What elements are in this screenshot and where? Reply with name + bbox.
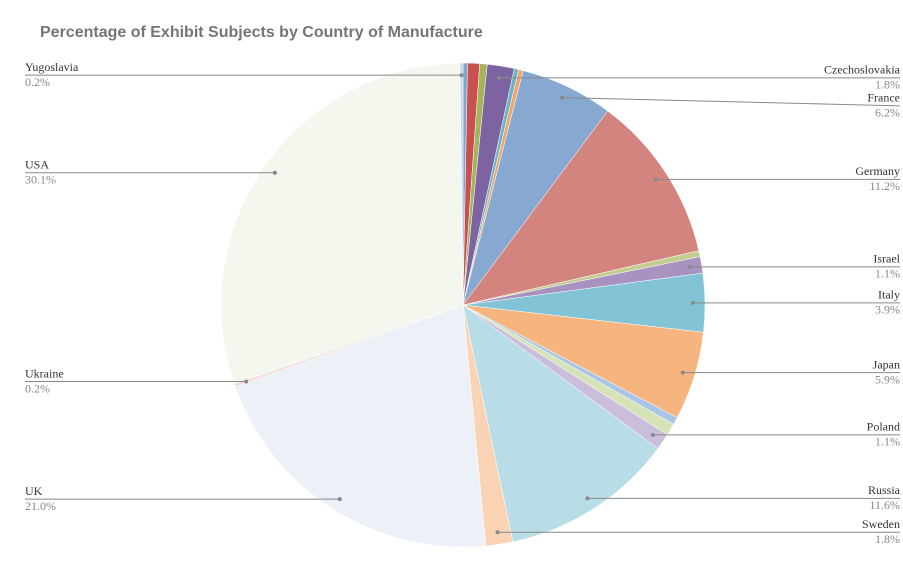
slice-value-label: 21.0%: [25, 499, 56, 513]
slice-label: Sweden: [862, 517, 900, 531]
slice-label: Czechoslovakia: [824, 63, 901, 77]
slice-label: USA: [25, 158, 49, 172]
leader-dot: [459, 73, 464, 78]
slice-value-label: 30.1%: [25, 173, 56, 187]
pie-slice: [220, 62, 464, 385]
leader-dot: [653, 177, 658, 182]
leader-dot: [496, 75, 501, 80]
slice-value-label: 11.6%: [869, 498, 900, 512]
slice-value-label: 1.8%: [875, 532, 900, 546]
slice-value-label: 1.1%: [875, 267, 900, 281]
slice-label: Yugoslavia: [25, 60, 79, 74]
slice-value-label: 11.2%: [869, 179, 900, 193]
slice-value-label: 1.8%: [875, 78, 900, 92]
slice-label: Italy: [878, 288, 900, 302]
slice-label: France: [867, 91, 900, 105]
slice-label: UK: [25, 484, 43, 498]
slice-label: Poland: [867, 420, 900, 434]
leader-dot: [690, 300, 695, 305]
leader-dot: [560, 95, 565, 100]
slice-label: Germany: [855, 164, 900, 178]
leader-dot: [585, 496, 590, 501]
slice-label: Russia: [868, 483, 901, 497]
pie-slice: [234, 304, 487, 548]
pie-slice: [459, 62, 464, 306]
slice-label: Japan: [873, 357, 900, 371]
slice-value-label: 1.1%: [875, 435, 900, 449]
slice-value-label: 0.2%: [25, 75, 50, 89]
leader-dot: [244, 379, 249, 384]
slice-value-label: 5.9%: [875, 372, 900, 386]
slice-value-label: 6.2%: [875, 106, 900, 120]
slice-label: Israel: [873, 252, 900, 266]
pie-slice: [462, 110, 700, 306]
leader-dot: [272, 170, 277, 175]
leader-dot: [687, 264, 692, 269]
chart-title: Percentage of Exhibit Subjects by Countr…: [40, 24, 483, 41]
leader-dot: [650, 432, 655, 437]
leader-dot: [495, 530, 500, 535]
pie-slice: [462, 304, 659, 543]
leader-line: [562, 97, 901, 107]
slice-value-label: 0.2%: [25, 381, 50, 395]
slice-label: Ukraine: [25, 366, 64, 380]
slice-value-label: 3.9%: [875, 303, 900, 317]
leader-dot: [680, 370, 685, 375]
leader-dot: [337, 497, 342, 502]
